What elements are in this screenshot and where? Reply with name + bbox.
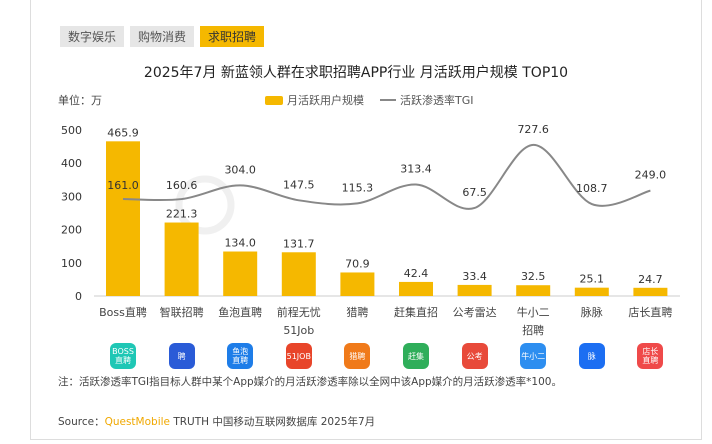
category-label: 智联招聘 — [160, 305, 204, 319]
category-label: 招聘 — [522, 323, 544, 337]
bar — [633, 287, 668, 296]
tgi-value-label: 108.7 — [576, 182, 608, 195]
bar — [223, 251, 258, 296]
app-icon: 赶集 — [403, 343, 429, 369]
footnote: 注：活跃渗透率TGI指目标人群中某个App媒介的月活跃渗透率除以全网中该App媒… — [58, 376, 562, 388]
category-label: 脉脉 — [581, 305, 603, 319]
bar — [340, 272, 375, 296]
tgi-value-label: 161.0 — [107, 179, 139, 192]
bar — [164, 222, 199, 296]
app-icon: 脉 — [578, 343, 605, 369]
bar — [281, 252, 316, 296]
app-icon: 51JOB — [285, 343, 312, 369]
tgi-value-label: 727.6 — [517, 123, 549, 136]
tgi-value-label: 160.6 — [166, 179, 198, 192]
watermark-logo — [175, 175, 235, 235]
app-icon: 牛小二 — [520, 343, 547, 369]
bar-value-label: 24.7 — [638, 273, 663, 286]
category-label: 牛小二 — [517, 305, 550, 319]
category-label: 前程无忧 — [277, 305, 321, 319]
tab-shopping[interactable]: 购物消费 — [130, 26, 195, 47]
bar-value-label: 221.3 — [166, 208, 198, 221]
legend-bar-label: 月活跃用户规模 — [287, 94, 364, 107]
bar — [516, 285, 551, 296]
bar-value-label: 134.0 — [224, 237, 256, 250]
app-icon: 聘 — [168, 343, 195, 369]
bar — [399, 281, 433, 296]
y-tick-label: 400 — [61, 157, 82, 170]
tgi-value-label: 67.5 — [462, 186, 487, 199]
y-tick-label: 300 — [61, 190, 82, 203]
source-suffix: TRUTH 中国移动互联网数据库 2025年7月 — [170, 416, 376, 428]
y-tick-label: 200 — [61, 224, 82, 237]
category-tabs: 数字娱乐 购物消费 求职招聘 — [60, 26, 265, 47]
bar — [574, 287, 609, 296]
tgi-value-label: 115.3 — [342, 181, 374, 194]
unit-label: 单位：万 — [58, 94, 102, 107]
app-icon: 猎聘 — [344, 343, 371, 369]
source-prefix: Source： — [58, 416, 105, 428]
bar-value-label: 465.9 — [107, 126, 139, 139]
frame-border — [30, 0, 702, 440]
source-brand: QuestMobile — [104, 416, 170, 428]
bar — [106, 141, 140, 296]
bar-value-label: 25.1 — [580, 273, 605, 286]
tgi-value-label: 304.0 — [224, 163, 256, 176]
category-label: 鱼泡直聘 — [218, 305, 262, 319]
tab-digital-entertainment[interactable]: 数字娱乐 — [60, 26, 125, 47]
bar-value-label: 131.7 — [283, 237, 315, 250]
source: Source：QuestMobile TRUTH 中国移动互联网数据库 2025… — [58, 414, 375, 429]
chart-title: 2025年7月 新蓝领人群在求职招聘APP行业 月活跃用户规模 TOP10 — [143, 65, 569, 81]
legend: 月活跃用户规模 活跃渗透率TGI — [265, 92, 474, 108]
app-icon: 公考 — [461, 343, 488, 369]
category-label: 猎聘 — [346, 305, 368, 319]
category-label: 赶集直招 — [394, 305, 438, 319]
app-icon: BOSS 直聘 — [110, 343, 136, 369]
bar-value-label: 33.4 — [462, 270, 487, 283]
tgi-line — [122, 143, 651, 210]
tab-job-recruitment[interactable]: 求职招聘 — [200, 26, 265, 47]
legend-bar-swatch — [265, 95, 283, 105]
tgi-value-label: 249.0 — [635, 169, 667, 182]
tgi-value-label: 147.5 — [283, 178, 315, 191]
app-icon: 鱼泡 直聘 — [227, 343, 254, 369]
bar-value-label: 42.4 — [404, 267, 429, 280]
y-tick-label: 100 — [61, 257, 82, 270]
legend-line-swatch — [380, 99, 396, 101]
bar-value-label: 70.9 — [345, 257, 370, 270]
bar-value-label: 32.5 — [521, 270, 546, 283]
category-label: 店长直聘 — [628, 305, 672, 319]
legend-line-label: 活跃渗透率TGI — [400, 94, 474, 107]
bar — [457, 284, 492, 296]
y-tick-label: 0 — [75, 290, 82, 303]
category-label: Boss直聘 — [99, 305, 147, 319]
y-tick-label: 500 — [61, 124, 82, 137]
tgi-value-label: 313.4 — [400, 162, 432, 175]
app-icon: 店长 直聘 — [637, 343, 664, 369]
category-label: 51Job — [283, 324, 314, 337]
category-label: 公考雷达 — [453, 306, 497, 319]
